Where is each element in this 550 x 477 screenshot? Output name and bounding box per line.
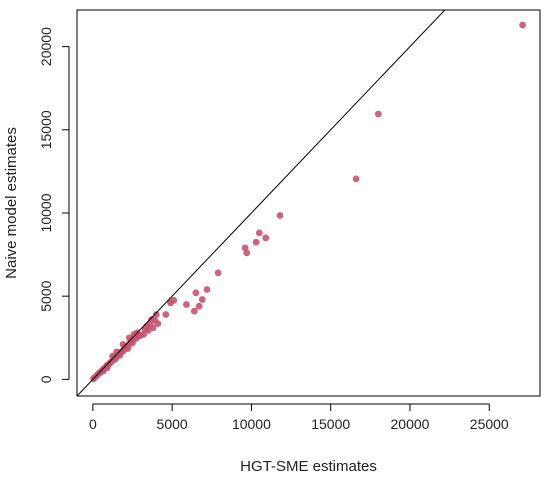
x-tick-label: 0 <box>89 416 97 432</box>
data-point <box>255 229 263 237</box>
data-point <box>183 301 190 308</box>
data-point <box>374 110 382 118</box>
data-point <box>119 341 127 348</box>
y-tick-label: 10000 <box>38 193 54 232</box>
y-tick-label: 15000 <box>38 110 54 149</box>
y-tick-label: 5000 <box>38 280 54 311</box>
data-point <box>198 296 206 303</box>
y-axis-title: Naive model estimates <box>3 127 20 279</box>
data-point <box>519 21 526 29</box>
data-point <box>195 302 203 310</box>
y-axis: 0 5000 10000 15000 20000 <box>38 27 70 383</box>
x-tick-label: 25000 <box>470 416 509 432</box>
data-point <box>190 307 198 315</box>
x-axis: 0 5000 10000 15000 20000 25000 <box>89 403 509 432</box>
data-point <box>192 289 200 297</box>
data-point <box>252 238 260 246</box>
data-point <box>241 244 249 252</box>
plot-frame <box>76 9 541 397</box>
data-point <box>152 311 160 318</box>
identity-line <box>77 10 446 396</box>
x-tick-label: 5000 <box>157 416 188 432</box>
data-point <box>116 351 124 359</box>
x-axis-title: HGT-SME estimates <box>240 458 377 475</box>
x-tick-label: 10000 <box>232 416 271 432</box>
points-layer <box>90 21 526 383</box>
data-point <box>99 367 107 375</box>
data-point <box>162 311 170 318</box>
y-tick-label: 20000 <box>38 27 54 66</box>
y-tick-label: 0 <box>38 375 54 383</box>
data-point <box>352 175 360 183</box>
data-point <box>129 336 136 343</box>
x-tick-label: 20000 <box>391 416 430 432</box>
data-point <box>203 286 211 293</box>
data-point <box>167 299 175 307</box>
data-point <box>262 234 270 242</box>
data-point <box>214 269 222 277</box>
reference-line-layer <box>77 10 446 396</box>
x-tick-label: 15000 <box>311 416 350 432</box>
data-point <box>276 212 284 219</box>
